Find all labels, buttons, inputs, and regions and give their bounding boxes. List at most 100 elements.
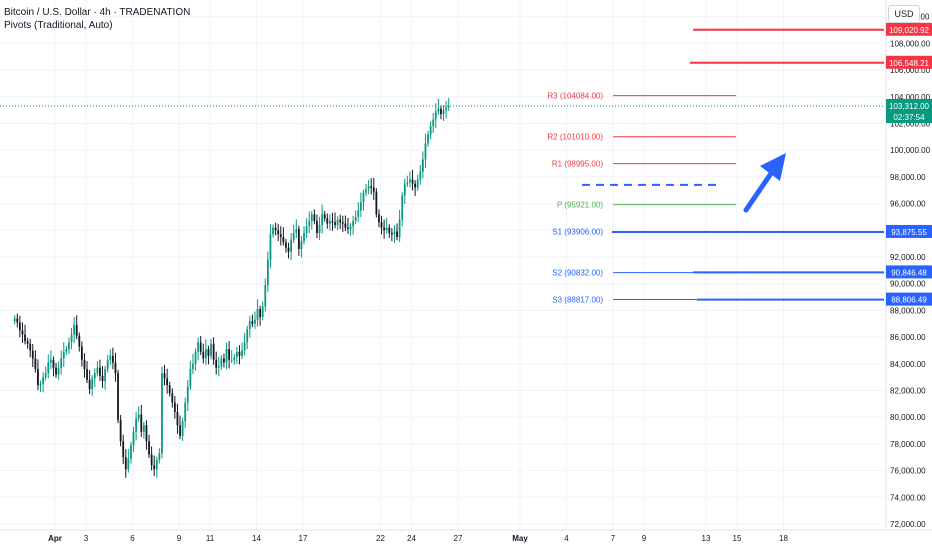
x-tick-label: 18 [779, 534, 788, 543]
y-tick-label: 74,000.00 [890, 493, 926, 502]
candle-body [184, 402, 187, 422]
last-price-tag [886, 98, 932, 123]
resistance-price-tag [886, 55, 932, 69]
candle-body [434, 111, 437, 120]
candle-body [158, 453, 161, 460]
candle-body [303, 232, 305, 241]
candle-body [150, 454, 153, 466]
candle-body [119, 419, 122, 442]
pivot-label-r1: R1 (98995.00) [552, 160, 603, 169]
x-tick-label: 15 [733, 534, 742, 543]
candle-body [241, 350, 243, 356]
candle-body [13, 318, 16, 322]
candle-body [344, 223, 347, 228]
y-tick-label: 100,000.00 [890, 146, 931, 155]
candle-body [166, 378, 169, 386]
candle-body [93, 373, 96, 379]
candle-body [16, 318, 19, 323]
candle-body [230, 359, 233, 361]
candle-body [401, 195, 404, 220]
symbol-title: Bitcoin / U.S. Dollar · 4h · TRADENATION [4, 7, 191, 18]
candle-body [34, 358, 37, 370]
pivot-label-p: P (95921.00) [557, 201, 603, 210]
candle-body [145, 425, 148, 442]
candle-body [380, 222, 383, 228]
candle-body [365, 188, 367, 193]
y-tick-label: 92,000.00 [890, 253, 926, 262]
candle-body [101, 375, 104, 382]
candle-body [318, 224, 321, 233]
candle-body [440, 108, 442, 115]
candle-body [106, 359, 109, 370]
candle-body [445, 107, 448, 111]
candle-body [130, 445, 132, 459]
candle-body [148, 441, 150, 455]
candle-body [21, 330, 24, 335]
candle-body [256, 309, 259, 320]
candle-body [292, 232, 295, 240]
candle-body [75, 325, 78, 336]
candle-body [243, 342, 246, 351]
candle-body [442, 110, 445, 115]
candle-body [228, 349, 231, 360]
candle-body [274, 227, 277, 231]
support-price-label: 90,846.48 [891, 268, 927, 277]
candle-body [114, 362, 117, 374]
candle-body [192, 363, 194, 370]
candle-body [91, 378, 94, 390]
candle-body [372, 187, 375, 192]
candle-body [416, 179, 419, 188]
candle-body [163, 373, 166, 379]
candle-body [396, 231, 398, 237]
candle-body [70, 334, 73, 343]
x-tick-label: 9 [177, 534, 182, 543]
candle-body [352, 220, 355, 227]
candle-body [52, 359, 55, 368]
x-tick-label: May [512, 534, 528, 543]
candle-body [427, 134, 429, 144]
y-tick-label: 76,000.00 [890, 467, 926, 476]
candle-body [26, 341, 29, 344]
candle-body [279, 234, 282, 237]
support-price-tag [886, 292, 932, 306]
x-tick-label: 9 [642, 534, 647, 543]
resistance-price-label: 109,020.92 [889, 26, 930, 35]
candle-body [29, 343, 32, 351]
currency-button[interactable]: USD [888, 5, 920, 23]
candle-body [109, 355, 112, 360]
candle-body [60, 358, 63, 368]
candle-body [37, 369, 39, 386]
candle-body [42, 377, 45, 384]
candle-body [49, 359, 52, 363]
candle-body [127, 458, 130, 470]
candle-body [277, 230, 280, 235]
x-tick-label: 17 [299, 534, 308, 543]
candle-body [207, 349, 210, 356]
candle-body [261, 306, 264, 318]
resistance-price-label: 106,548.21 [889, 59, 930, 68]
candle-body [429, 126, 432, 135]
candle-body [62, 351, 65, 359]
candle-body [161, 373, 163, 454]
pivot-label-r2: R2 (101010.00) [547, 133, 603, 142]
candle-body [269, 234, 272, 260]
y-tick-label: 72,000.00 [890, 520, 926, 529]
candle-body [383, 227, 386, 231]
candle-body [80, 346, 83, 360]
candle-body [86, 369, 88, 380]
candle-body [375, 191, 378, 215]
x-tick-label: 27 [454, 534, 463, 543]
y-tick-label: 78,000.00 [890, 440, 926, 449]
candle-body [316, 220, 318, 233]
candle-body [287, 247, 290, 252]
candle-body [99, 367, 101, 376]
candle-body [398, 219, 401, 237]
candle-body [321, 214, 324, 225]
candle-body [225, 349, 228, 363]
candle-body [393, 231, 396, 235]
candle-body [78, 335, 81, 347]
candle-body [305, 226, 308, 233]
candle-body [176, 411, 179, 426]
y-tick-label: 90,000.00 [890, 280, 926, 289]
